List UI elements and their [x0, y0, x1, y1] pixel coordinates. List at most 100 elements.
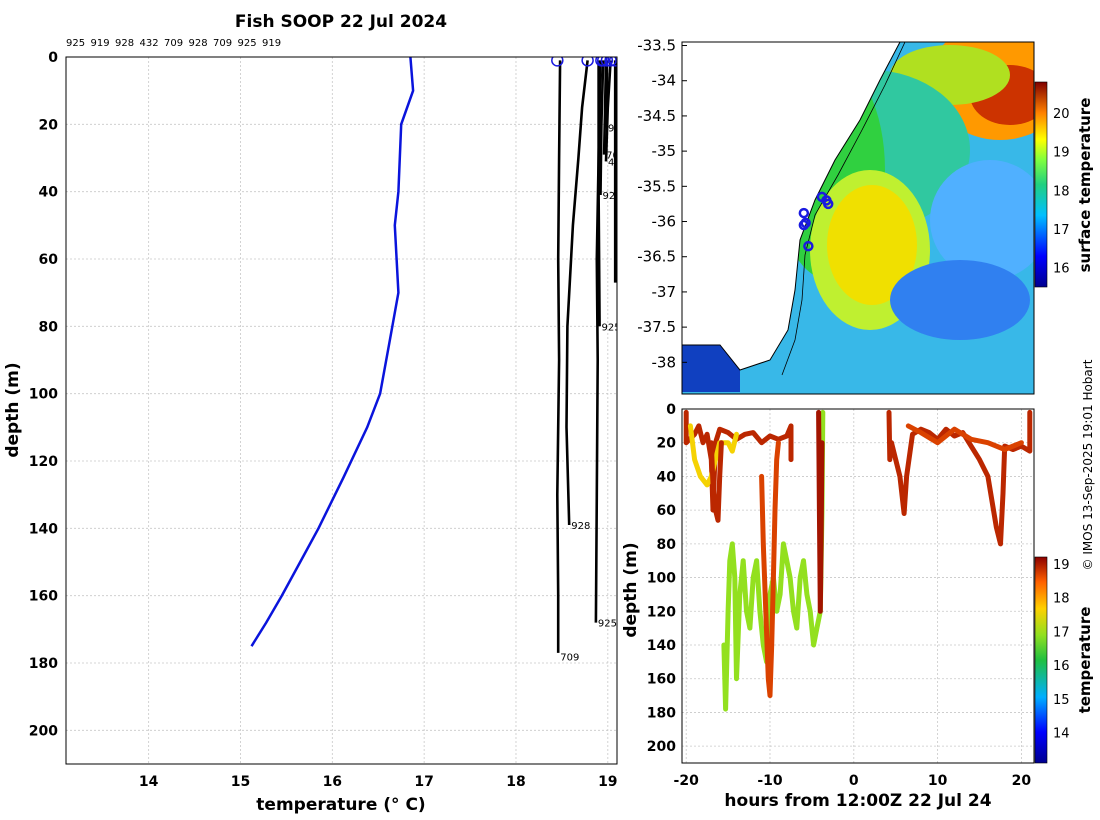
temperature-colorbar-tick-label: 15 — [1053, 693, 1070, 708]
timeseries-y-tick-label: 60 — [657, 503, 677, 519]
timeseries-axes-frame — [681, 408, 1035, 764]
probe-id: 928 — [115, 38, 134, 49]
profile-x-tick-label: 17 — [414, 774, 433, 790]
probe-id-row: 925 919 928 432 709 928 709 925 919 — [66, 38, 281, 49]
probe-id: 709 — [164, 38, 183, 49]
profile-x-label: temperature (° C) — [256, 795, 425, 815]
sst-map — [682, 42, 1034, 394]
raw-profile-label: 928 — [608, 124, 627, 135]
profile-x-tick-label: 14 — [139, 774, 159, 790]
timeseries-track — [816, 409, 825, 614]
map-y-tick-label: -36.5 — [637, 248, 676, 266]
timeseries-x-tick-label: 20 — [1012, 773, 1032, 789]
probe-id: 709 — [213, 38, 232, 49]
surface-marker — [608, 57, 617, 67]
temperature-colorbar-ticks: 14 15 16 17 18 19 — [1053, 558, 1070, 742]
profile-y-tick-label: 120 — [29, 454, 58, 470]
map-station-marker — [798, 207, 810, 219]
timeseries-y-tick-label: 100 — [647, 571, 676, 587]
surface-colorbar-ticks: 16 17 18 19 20 — [1053, 107, 1070, 277]
temperature-colorbar-tick-label: 19 — [1053, 558, 1070, 573]
timeseries-y-label: depth (m) — [621, 542, 641, 637]
surface-colorbar-tick-label: 16 — [1053, 262, 1070, 277]
map-y-tick-label: -35.5 — [637, 177, 676, 195]
timeseries-y-tick-label: 180 — [647, 705, 676, 721]
timeseries-y-tick-label: 40 — [657, 469, 677, 485]
raw-profile-label: 928 — [602, 191, 621, 202]
timeseries-y-tick-label: 120 — [647, 604, 676, 620]
map-station-marker — [822, 198, 834, 210]
probe-id: 432 — [140, 38, 159, 49]
surface-colorbar — [1034, 81, 1048, 288]
surface-marker — [596, 57, 610, 67]
map-y-tick-label: -33.5 — [637, 37, 676, 55]
profile-y-tick-label: 40 — [39, 185, 59, 201]
map-ticks: -33.5 -34 -34.5 -35 -35.5 -36 -36.5 -37 -37.5 -38 — [637, 37, 687, 371]
raw-profile-label: 925 — [602, 322, 621, 333]
surface-marker — [581, 57, 594, 67]
map-y-tick-label: -37.5 — [637, 318, 676, 336]
map-y-tick-label: -34 — [652, 72, 677, 90]
timeseries-y-tick-label: 160 — [647, 672, 676, 688]
map-coastline — [682, 42, 901, 371]
timeseries-x-label: hours from 12:00Z 22 Jul 24 — [724, 791, 991, 811]
map-station-marker — [803, 240, 814, 252]
profile-x-tick-label: 18 — [506, 774, 525, 790]
timeseries-x-tick-label: 10 — [928, 773, 948, 789]
surface-colorbar-tick-label: 18 — [1053, 184, 1070, 199]
map-y-tick-label: -37 — [652, 283, 677, 301]
probe-id: 928 — [189, 38, 208, 49]
profile-y-label: depth (m) — [3, 362, 23, 457]
surface-colorbar-tick-label: 19 — [1053, 146, 1070, 161]
timeseries-y-tick-label: 80 — [657, 537, 677, 553]
chart-title: Fish SOOP 22 Jul 2024 — [235, 12, 447, 32]
timeseries-track — [905, 423, 1024, 452]
temperature-colorbar-label: temperature — [1076, 607, 1094, 714]
timeseries-y-tick-label: 0 — [666, 402, 676, 418]
temperature-colorbar-tick-label: 16 — [1053, 659, 1070, 674]
timeseries-y-tick-label: 200 — [647, 739, 676, 755]
map-yellow-eddy — [827, 185, 917, 305]
timeseries-y-tick-label: 140 — [647, 638, 676, 654]
profile-y-tick-label: 80 — [39, 319, 59, 335]
profile-x-tick-label: 15 — [231, 774, 250, 790]
timeseries-track — [683, 409, 794, 513]
profile-ticks: 14 15 16 17 18 19 0 20 40 60 80 100 120 140 160 180 200 — [29, 50, 618, 790]
timeseries-y-tick-label: 20 — [657, 436, 677, 452]
profile-y-tick-label: 0 — [48, 50, 58, 66]
map-y-tick-label: -38 — [652, 353, 677, 371]
timeseries-track — [759, 440, 781, 699]
profile-y-tick-label: 200 — [29, 723, 58, 739]
raw-profile-928 — [599, 60, 605, 196]
profile-y-tick-label: 180 — [29, 656, 58, 672]
probe-id: 925 — [66, 38, 85, 49]
probe-id: 919 — [91, 38, 110, 49]
profile-y-tick-label: 20 — [39, 117, 59, 133]
timeseries-x-tick-label: -20 — [674, 773, 700, 789]
profile-gridlines — [66, 56, 617, 764]
profile-y-tick-label: 100 — [29, 387, 58, 403]
temperature-colorbar-tick-label: 14 — [1053, 727, 1070, 742]
raw-profile-label: 925 — [598, 619, 617, 630]
timeseries-x-tick-label: -10 — [757, 773, 783, 789]
raw-profile-label: 432 — [608, 157, 627, 168]
profile-axes-frame — [65, 56, 618, 765]
map-station-markers — [798, 191, 834, 252]
raw-profile-925 — [597, 60, 601, 327]
profile-x-tick-label: 19 — [598, 774, 617, 790]
surface-colorbar-label: surface temperature — [1076, 98, 1094, 273]
raw-profile-label: 709 — [560, 652, 579, 663]
surface-marker — [600, 57, 614, 67]
profile-y-tick-label: 140 — [29, 521, 58, 537]
map-y-tick-label: -36 — [652, 213, 677, 231]
map-shelf-contour — [781, 42, 906, 376]
raw-profile-label: 709 — [606, 151, 625, 162]
raw-profile-928 — [604, 60, 609, 128]
raw-profile-label: 928 — [571, 521, 590, 532]
surface-marker — [551, 57, 564, 67]
map-axes-frame — [681, 41, 1035, 395]
temperature-colorbar-tick-label: 18 — [1053, 592, 1070, 607]
raw-profile-709 — [555, 60, 562, 653]
